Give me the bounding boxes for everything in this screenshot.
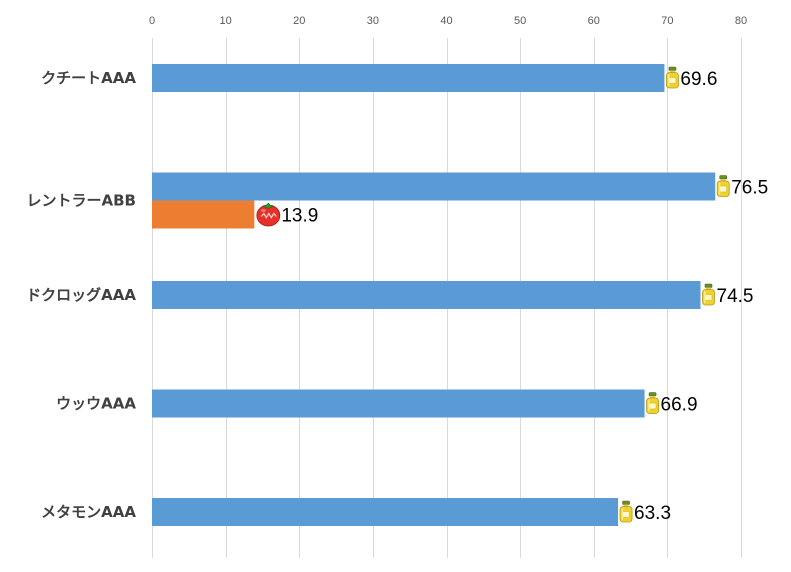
bar bbox=[152, 172, 716, 201]
jar-lid bbox=[668, 66, 677, 71]
bars bbox=[152, 64, 716, 526]
jar-lid bbox=[704, 283, 713, 288]
data-label: 69.6 bbox=[680, 69, 717, 90]
x-tick-label: 40 bbox=[440, 15, 452, 27]
jar-lid bbox=[719, 175, 728, 180]
jar-label bbox=[719, 185, 727, 193]
jar-shine bbox=[621, 508, 624, 520]
category-label: クチートAAA bbox=[41, 69, 136, 87]
jar-shine bbox=[667, 74, 670, 86]
jar-shine bbox=[704, 291, 706, 303]
x-tick-label: 20 bbox=[293, 15, 305, 27]
tomato-shine bbox=[260, 209, 266, 212]
x-axis-ticks: 0 10 20 30 40 50 60 70 80 bbox=[149, 15, 747, 27]
data-label: 13.9 bbox=[281, 206, 318, 227]
category-label: メタモンAAA bbox=[41, 503, 136, 521]
jar-label bbox=[704, 294, 713, 301]
jar-shine bbox=[648, 399, 650, 412]
x-tick-label: 80 bbox=[735, 15, 747, 27]
honey-jar-icon bbox=[716, 175, 730, 197]
category-label: レントラーABB bbox=[27, 192, 136, 210]
tomato-pattern bbox=[260, 212, 277, 219]
tomato-icon bbox=[256, 202, 281, 227]
jar-neck bbox=[623, 504, 629, 507]
data-label: 76.5 bbox=[731, 178, 768, 199]
jar-lid bbox=[622, 500, 630, 505]
honey-jar-icon bbox=[619, 500, 633, 523]
x-tick-label: 10 bbox=[220, 15, 232, 27]
jar-label bbox=[668, 77, 677, 84]
bar bbox=[152, 389, 645, 418]
data-label: 66.9 bbox=[661, 395, 698, 416]
x-tick-label: 30 bbox=[367, 15, 379, 27]
bar bbox=[152, 498, 619, 526]
bar bbox=[152, 281, 701, 309]
jar-neck bbox=[650, 396, 656, 398]
x-tick-label: 50 bbox=[514, 15, 526, 27]
x-tick-label: 70 bbox=[661, 15, 673, 27]
jar-neck bbox=[669, 70, 675, 73]
x-tick-label: 0 bbox=[149, 15, 155, 27]
category-labels: クチートAAA レントラーABB ドクロッグAAA ウッウAAA メタモンAAA bbox=[26, 69, 136, 521]
jar-label bbox=[648, 402, 657, 410]
jar-lid bbox=[648, 392, 657, 397]
honey-jar-icon bbox=[666, 66, 679, 89]
bar bbox=[152, 64, 665, 92]
honey-jar-icon bbox=[702, 283, 715, 306]
category-label: ウッウAAA bbox=[56, 395, 136, 413]
honey-jar-icon bbox=[646, 392, 659, 414]
category-label: ドクロッグAAA bbox=[26, 286, 136, 304]
jar-neck bbox=[720, 179, 726, 181]
jar-shine bbox=[718, 182, 721, 195]
x-tick-label: 60 bbox=[588, 15, 600, 27]
bar bbox=[152, 200, 255, 229]
data-label: 74.5 bbox=[717, 286, 754, 307]
data-label: 63.3 bbox=[634, 503, 671, 524]
jar-neck bbox=[706, 287, 712, 290]
data-labels: 69.6 76.5 13.9 74.5 66.9 63.3 bbox=[256, 66, 768, 524]
tomato-leaves bbox=[262, 202, 274, 209]
jar-label bbox=[622, 511, 630, 518]
